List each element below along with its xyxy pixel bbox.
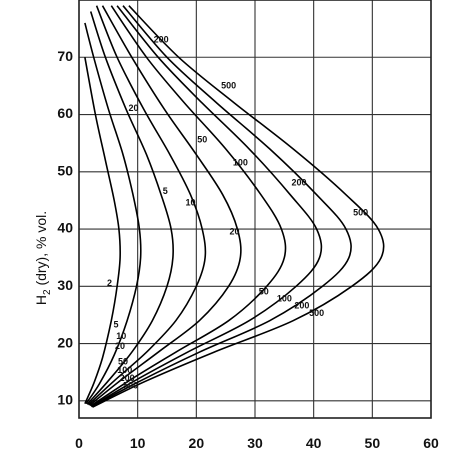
series-curve-2 [84, 22, 142, 405]
curve-label: 10 [185, 198, 195, 208]
series-curve-200 [91, 5, 352, 408]
y-tick-label: 30 [57, 277, 73, 293]
series-curve-10 [87, 5, 207, 406]
y-tick-label: 50 [57, 162, 73, 178]
curve-label: 20 [115, 341, 125, 351]
curve-label: 200 [294, 301, 309, 311]
curve-label: 2 [107, 278, 112, 288]
x-tick-label: 30 [247, 435, 263, 451]
curve-label: 500 [309, 308, 324, 318]
curve-label: 500 [221, 80, 236, 90]
plot-frame [78, 0, 432, 419]
curve-label: 5 [163, 186, 168, 196]
series-curve-20 [89, 5, 242, 407]
series-curve-50 [90, 5, 287, 407]
curve-label: 500 [353, 207, 368, 217]
grid [78, 0, 432, 419]
curve-label: 200 [120, 373, 135, 383]
curve-label: 100 [233, 158, 248, 168]
curve-label: 100 [117, 365, 132, 375]
y-axis-label: H2 (dry), % vol. [33, 211, 53, 305]
y-tick-label: 70 [57, 48, 73, 64]
y-tick-label: 60 [57, 105, 73, 121]
curve-label: 500 [123, 380, 138, 390]
curve-label: 200 [291, 178, 306, 188]
x-tick-label: 40 [306, 435, 322, 451]
curve-label: 100 [277, 293, 292, 303]
curve-label: 20 [229, 226, 239, 236]
curve-labels: 2510205010020050051020501002005002050100… [107, 34, 368, 390]
series-curve-500 [92, 5, 385, 408]
series-curve-1 [84, 57, 121, 405]
y-tick-label: 10 [57, 392, 73, 408]
series-curve-5 [86, 11, 174, 405]
curve-label: 200 [154, 34, 169, 44]
curve-label: 50 [197, 135, 207, 145]
series-curve-100 [90, 5, 323, 408]
curve-label: 20 [129, 103, 139, 113]
x-tick-label: 10 [130, 435, 146, 451]
x-tick-label: 60 [423, 435, 439, 451]
x-tick-label: 0 [75, 435, 83, 451]
curve-label: 10 [116, 331, 126, 341]
curve-label: 5 [113, 320, 118, 330]
curves [84, 5, 385, 408]
curve-label: 50 [259, 286, 269, 296]
x-tick-label: 20 [189, 435, 205, 451]
x-tick-label: 50 [365, 435, 381, 451]
y-tick-label: 20 [57, 334, 73, 350]
curve-label: 50 [118, 356, 128, 366]
y-tick-label: 40 [57, 220, 73, 236]
